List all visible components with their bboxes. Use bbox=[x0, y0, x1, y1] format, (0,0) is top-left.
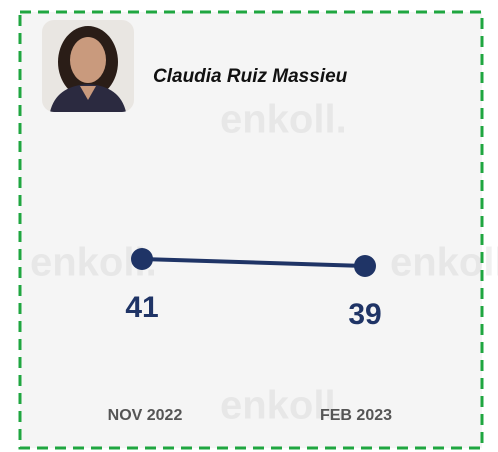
watermark: enkoll. bbox=[220, 98, 347, 142]
value-label: 39 bbox=[348, 298, 381, 331]
portrait bbox=[42, 20, 134, 112]
watermark: enkoll. bbox=[390, 241, 498, 285]
point bbox=[354, 255, 376, 277]
point bbox=[131, 248, 153, 270]
chart: enkoll. enkoll. enkoll. enkoll. Claudia … bbox=[0, 0, 498, 452]
value-label: 41 bbox=[125, 291, 158, 324]
x-tick-label: NOV 2022 bbox=[108, 407, 183, 424]
person-name: Claudia Ruiz Massieu bbox=[153, 66, 348, 87]
x-tick-label: FEB 2023 bbox=[320, 407, 392, 424]
page: enkoll. enkoll. enkoll. enkoll. Claudia … bbox=[0, 0, 498, 452]
